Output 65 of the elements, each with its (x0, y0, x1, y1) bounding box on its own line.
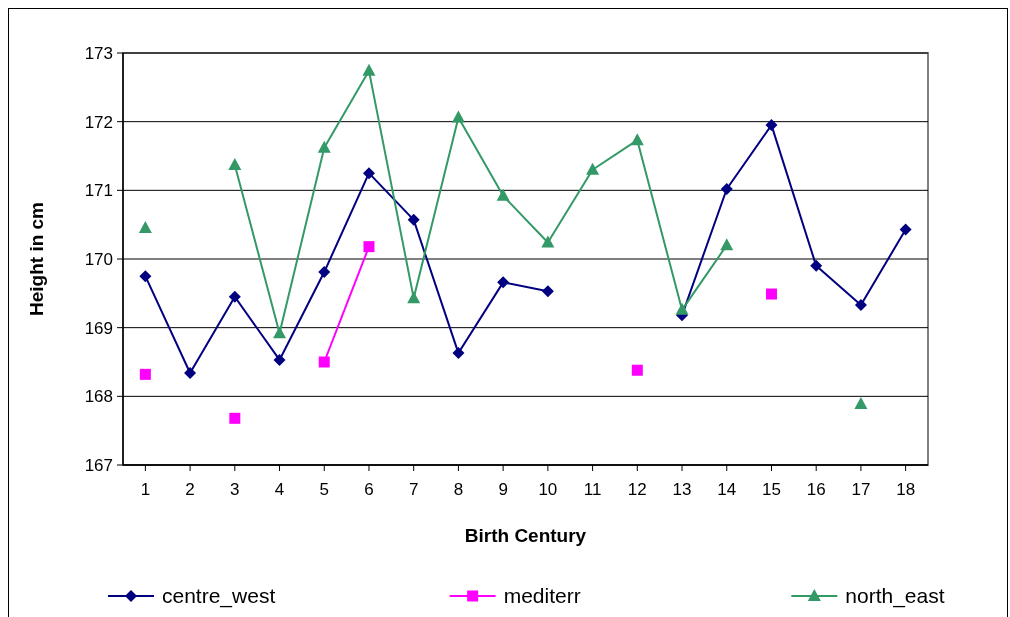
x-tick-label: 11 (583, 480, 602, 499)
point (765, 119, 778, 132)
point (273, 326, 287, 339)
legend-label: mediterr (503, 584, 581, 608)
point (139, 368, 151, 380)
x-tick-label: 6 (364, 480, 374, 499)
x-axis-title: Birth Century (464, 525, 587, 546)
y-tick-label: 170 (84, 249, 113, 269)
point (675, 302, 689, 315)
point (139, 270, 152, 283)
point (318, 266, 331, 279)
point (407, 291, 421, 304)
point (586, 162, 600, 175)
point (631, 364, 643, 376)
y-tick-label: 173 (84, 43, 113, 63)
x-tick-label: 14 (717, 480, 737, 499)
x-tick-label: 16 (806, 480, 826, 499)
point (541, 285, 554, 298)
point (362, 167, 375, 180)
x-tick-label: 12 (627, 480, 647, 499)
x-tick-label: 13 (672, 480, 692, 499)
legend-label: centre_west (162, 584, 276, 609)
point (228, 290, 241, 303)
x-tick-label: 5 (319, 480, 329, 499)
x-tick-label: 18 (896, 480, 916, 499)
point (497, 276, 510, 289)
y-tick-label: 168 (84, 387, 113, 407)
y-tick-label: 167 (84, 455, 113, 475)
point (810, 259, 823, 272)
x-tick-label: 7 (408, 480, 419, 499)
y-tick-label: 171 (84, 181, 113, 201)
point (318, 356, 330, 368)
x-tick-label: 10 (538, 480, 558, 499)
x-tick-label: 4 (274, 480, 285, 499)
legend-label: north_east (845, 584, 945, 609)
point (720, 238, 734, 251)
x-tick-label: 17 (851, 480, 871, 499)
point (765, 288, 777, 300)
point (630, 133, 644, 146)
point (854, 396, 868, 409)
x-tick-label: 9 (498, 480, 508, 499)
point (138, 221, 152, 234)
point (451, 110, 465, 123)
point (854, 299, 867, 312)
point (899, 223, 912, 236)
x-tick-label: 8 (453, 480, 464, 499)
point (496, 188, 510, 201)
point (452, 347, 465, 360)
point (184, 366, 197, 379)
x-tick-label: 3 (230, 480, 240, 499)
y-tick-label: 172 (84, 112, 113, 132)
point (720, 182, 733, 195)
point (317, 140, 331, 153)
point (363, 241, 375, 253)
x-tick-label: 2 (185, 480, 195, 499)
point (541, 235, 555, 248)
x-tick-label: 15 (762, 480, 781, 499)
y-tick-label: 169 (84, 318, 113, 338)
point (407, 213, 420, 226)
x-tick-label: 1 (140, 480, 151, 499)
point (273, 353, 286, 366)
y-axis-title: Height in cm (26, 201, 47, 317)
point (362, 63, 376, 76)
point (229, 412, 241, 424)
point (228, 157, 242, 170)
